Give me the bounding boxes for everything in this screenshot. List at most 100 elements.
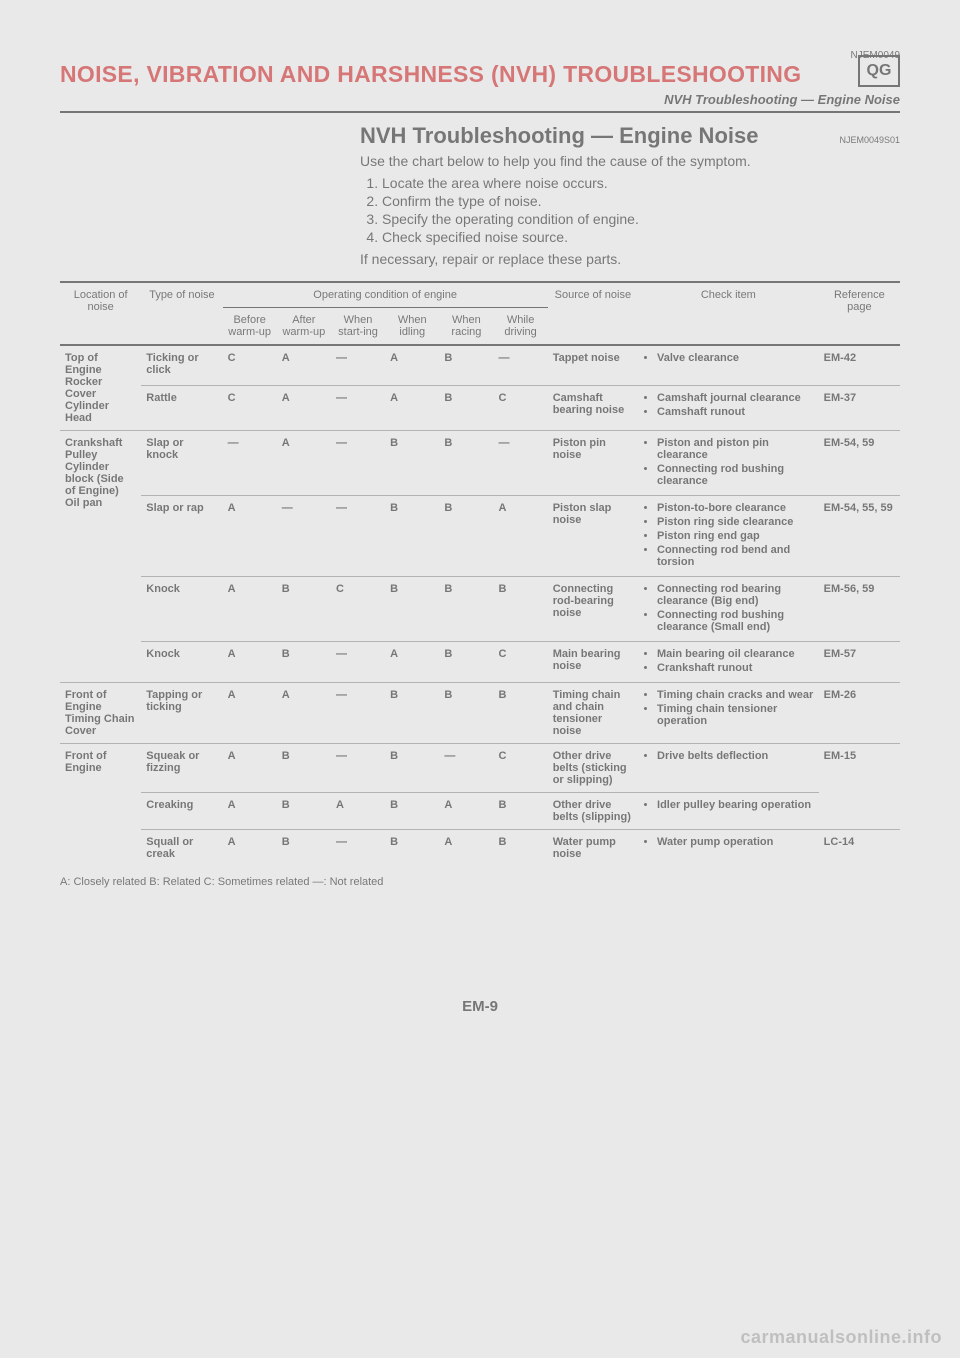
th-source: Source of noise bbox=[548, 282, 638, 345]
cell-condition: B bbox=[439, 496, 493, 577]
cell-type: Rattle bbox=[141, 386, 222, 431]
cell-condition: — bbox=[331, 642, 385, 683]
cell-condition: A bbox=[439, 830, 493, 867]
cell-condition: C bbox=[494, 386, 548, 431]
subtitle: NVH Troubleshooting — Engine Noise bbox=[60, 92, 900, 107]
cell-condition: A bbox=[277, 386, 331, 431]
cell-type: Knock bbox=[141, 642, 222, 683]
cell-reference: EM-54, 55, 59 bbox=[819, 496, 900, 577]
cell-reference: EM-57 bbox=[819, 642, 900, 683]
cell-location: Top of Engine Rocker Cover Cylinder Head bbox=[60, 345, 141, 431]
cell-source: Other drive belts (slipping) bbox=[548, 793, 638, 830]
cell-type: Tapping or ticking bbox=[141, 683, 222, 744]
cell-condition: B bbox=[277, 830, 331, 867]
cell-condition: B bbox=[494, 577, 548, 642]
steps-list: Locate the area where noise occurs. Confi… bbox=[360, 175, 900, 245]
cell-condition: B bbox=[277, 793, 331, 830]
cell-condition: B bbox=[439, 431, 493, 496]
qg-box: QG bbox=[858, 55, 900, 87]
check-item: Connecting rod bearing clearance (Big en… bbox=[657, 583, 814, 607]
check-item: Timing chain tensioner operation bbox=[657, 703, 814, 727]
th-racing: When racing bbox=[439, 308, 493, 346]
nvh-table: Location of noise Type of noise Operatin… bbox=[60, 281, 900, 866]
th-idling: When idling bbox=[385, 308, 439, 346]
th-reference: Reference page bbox=[819, 282, 900, 345]
cell-reference: EM-15 bbox=[819, 744, 900, 830]
step-item: Specify the operating condition of engin… bbox=[382, 211, 900, 227]
check-item: Idler pulley bearing operation bbox=[657, 799, 814, 811]
cell-condition: A bbox=[439, 793, 493, 830]
cell-condition: A bbox=[223, 683, 277, 744]
cell-type: Ticking or click bbox=[141, 345, 222, 386]
check-item: Camshaft runout bbox=[657, 406, 814, 418]
cell-condition: B bbox=[385, 496, 439, 577]
cell-location: Front of Engine Timing Chain Cover bbox=[60, 683, 141, 744]
section-heading: NVH Troubleshooting — Engine Noise bbox=[360, 123, 758, 148]
cell-check: Connecting rod bearing clearance (Big en… bbox=[638, 577, 819, 642]
divider bbox=[60, 111, 900, 113]
cell-check: Water pump operation bbox=[638, 830, 819, 867]
main-title: NOISE, VIBRATION AND HARSHNESS (NVH) TRO… bbox=[60, 61, 801, 88]
cell-type: Knock bbox=[141, 577, 222, 642]
cell-condition: B bbox=[385, 830, 439, 867]
th-after: After warm-up bbox=[277, 308, 331, 346]
cell-reference: EM-37 bbox=[819, 386, 900, 431]
cell-condition: A bbox=[385, 345, 439, 386]
cell-condition: C bbox=[494, 744, 548, 793]
cell-condition: — bbox=[494, 345, 548, 386]
cell-condition: A bbox=[331, 793, 385, 830]
cell-condition: B bbox=[439, 642, 493, 683]
cell-location: Crankshaft Pulley Cylinder block (Side o… bbox=[60, 431, 141, 683]
check-item: Piston-to-bore clearance bbox=[657, 502, 814, 514]
cell-condition: B bbox=[494, 793, 548, 830]
check-item: Camshaft journal clearance bbox=[657, 392, 814, 404]
cell-source: Piston pin noise bbox=[548, 431, 638, 496]
cell-condition: — bbox=[494, 431, 548, 496]
step-item: Locate the area where noise occurs. bbox=[382, 175, 900, 191]
cell-condition: — bbox=[331, 830, 385, 867]
cell-condition: C bbox=[494, 642, 548, 683]
cell-source: Connecting rod-bearing noise bbox=[548, 577, 638, 642]
cell-condition: B bbox=[494, 683, 548, 744]
cell-condition: A bbox=[385, 642, 439, 683]
table-row: Slap or rapA——BBAPiston slap noisePiston… bbox=[60, 496, 900, 577]
cell-check: Drive belts deflection bbox=[638, 744, 819, 793]
cell-type: Slap or knock bbox=[141, 431, 222, 496]
cell-check: Timing chain cracks and wearTiming chain… bbox=[638, 683, 819, 744]
cell-condition: A bbox=[223, 577, 277, 642]
cell-condition: — bbox=[223, 431, 277, 496]
cell-condition: A bbox=[223, 793, 277, 830]
cell-type: Slap or rap bbox=[141, 496, 222, 577]
check-item: Drive belts deflection bbox=[657, 750, 814, 762]
cell-condition: B bbox=[385, 577, 439, 642]
cell-condition: — bbox=[331, 431, 385, 496]
table-row: KnockABCBBBConnecting rod-bearing noiseC… bbox=[60, 577, 900, 642]
check-item: Connecting rod bushing clearance bbox=[657, 463, 814, 487]
th-driving: While driving bbox=[494, 308, 548, 346]
check-item: Piston and piston pin clearance bbox=[657, 437, 814, 461]
cell-check: Idler pulley bearing operation bbox=[638, 793, 819, 830]
note-code: NJEM0049 bbox=[60, 50, 900, 61]
th-starting: When start-ing bbox=[331, 308, 385, 346]
cell-condition: C bbox=[223, 386, 277, 431]
cell-check: Valve clearance bbox=[638, 345, 819, 386]
cell-condition: A bbox=[385, 386, 439, 431]
step-item: Confirm the type of noise. bbox=[382, 193, 900, 209]
th-operating: Operating condition of engine bbox=[223, 282, 548, 308]
table-row: Front of Engine Timing Chain CoverTappin… bbox=[60, 683, 900, 744]
cell-source: Other drive belts (sticking or slipping) bbox=[548, 744, 638, 793]
check-item: Piston ring end gap bbox=[657, 530, 814, 542]
cell-condition: A bbox=[223, 496, 277, 577]
table-row: Top of Engine Rocker Cover Cylinder Head… bbox=[60, 345, 900, 386]
cell-condition: — bbox=[439, 744, 493, 793]
cell-condition: — bbox=[331, 744, 385, 793]
closing-text: If necessary, repair or replace these pa… bbox=[360, 251, 900, 267]
cell-condition: A bbox=[223, 744, 277, 793]
cell-condition: A bbox=[277, 683, 331, 744]
cell-source: Water pump noise bbox=[548, 830, 638, 867]
cell-condition: — bbox=[331, 345, 385, 386]
cell-condition: — bbox=[331, 683, 385, 744]
cell-condition: B bbox=[494, 830, 548, 867]
cell-condition: B bbox=[439, 577, 493, 642]
step-item: Check specified noise source. bbox=[382, 229, 900, 245]
